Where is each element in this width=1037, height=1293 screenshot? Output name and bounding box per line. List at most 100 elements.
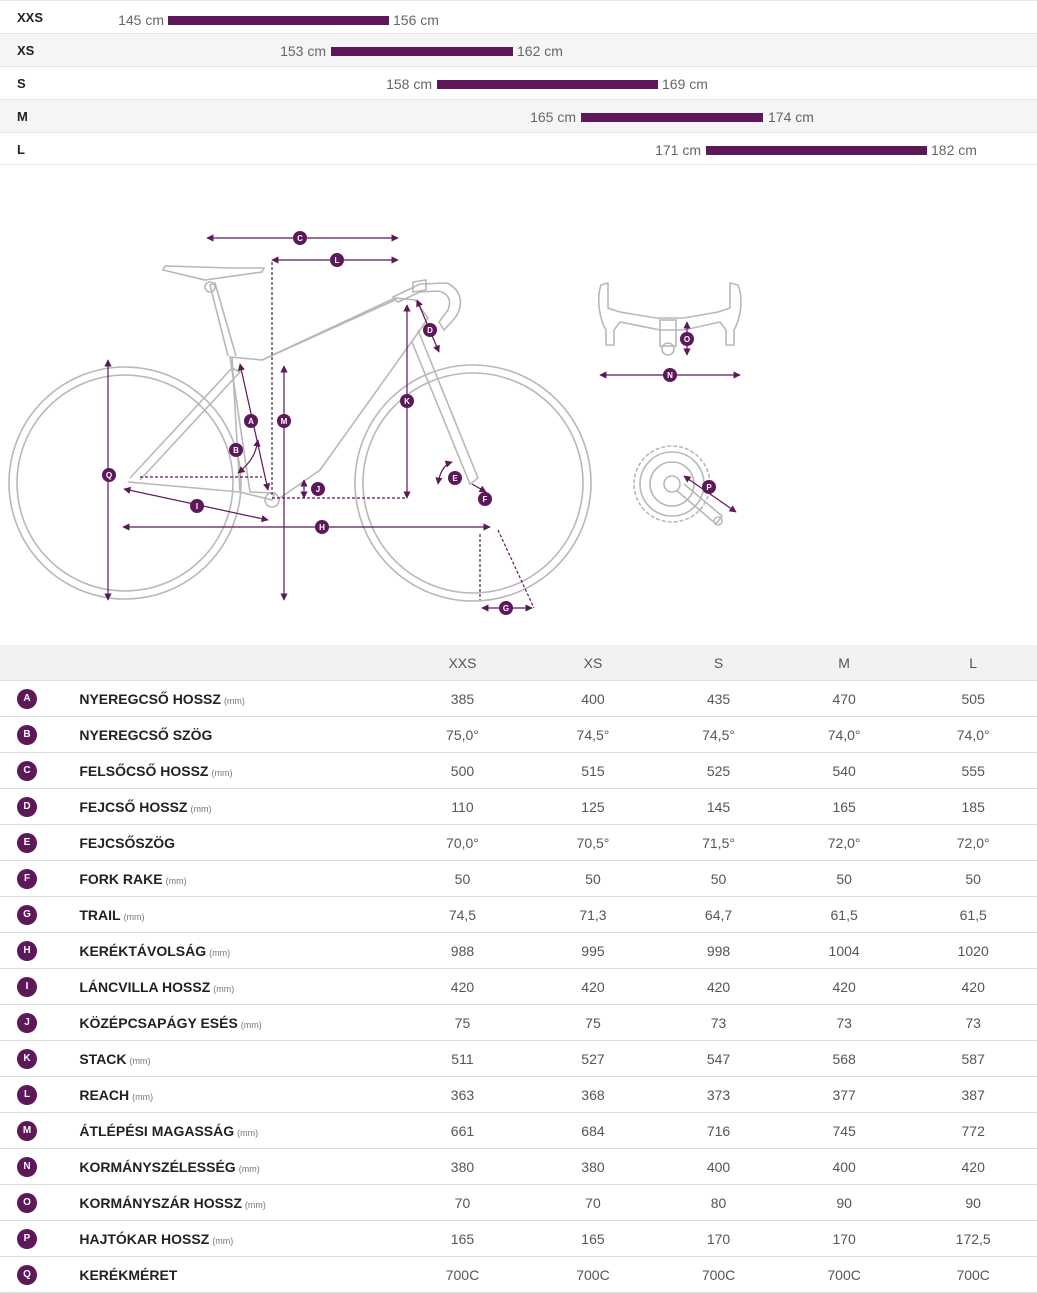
table-cell: 185 (909, 788, 1037, 825)
table-cell: 505 (909, 680, 1037, 717)
row-marker-badge: K (17, 1049, 37, 1069)
table-cell: 70,0° (397, 824, 528, 861)
table-cell: 145 (658, 788, 779, 825)
table-cell: 716 (658, 1112, 779, 1149)
row-label: FELSŐCSŐ HOSSZ (79, 762, 209, 779)
size-label: L (17, 142, 25, 157)
range-bar (706, 146, 927, 155)
marker-e: E (448, 471, 462, 485)
table-cell: 75,0° (397, 716, 528, 753)
table-cell: 50 (778, 860, 910, 897)
table-cell: 90 (909, 1184, 1037, 1221)
svg-text:E: E (452, 474, 458, 483)
row-marker-badge: D (17, 797, 37, 817)
row-marker-badge: O (17, 1193, 37, 1213)
table-cell: 420 (909, 1148, 1037, 1185)
table-cell: 998 (658, 932, 779, 969)
table-cell: 385 (397, 680, 528, 717)
marker-m: M (277, 414, 291, 428)
marker-d: D (423, 323, 437, 337)
range-min: 158 cm (386, 76, 432, 92)
svg-text:N: N (667, 371, 673, 380)
size-range-chart: XXS 145 cm 156 cm XS 153 cm 162 cm S 158… (0, 0, 1037, 165)
table-row: A NYEREGCSŐ HOSSZ (mm) 385 400 435 470 505 (0, 680, 1037, 717)
table-cell: 400 (778, 1148, 910, 1185)
table-cell: 420 (397, 968, 528, 1005)
range-bar (581, 113, 763, 122)
table-cell: 73 (778, 1004, 910, 1041)
row-marker-badge: J (17, 1013, 37, 1033)
svg-text:M: M (281, 417, 288, 426)
table-row: L REACH (mm) 363 368 373 377 387 (0, 1076, 1037, 1113)
svg-text:F: F (483, 495, 488, 504)
table-cell: 74,0° (778, 716, 910, 753)
row-label: LÁNCVILLA HOSSZ (79, 978, 211, 995)
table-row: J KÖZÉPCSAPÁGY ESÉS (mm) 75 75 73 73 73 (0, 1004, 1037, 1041)
table-cell: 72,0° (909, 824, 1037, 861)
range-min: 165 cm (530, 109, 576, 125)
row-marker-badge: F (17, 869, 37, 889)
table-cell: 373 (658, 1076, 779, 1113)
table-cell: 75 (527, 1004, 659, 1041)
range-max: 182 cm (931, 142, 977, 158)
table-cell: 700C (778, 1256, 910, 1293)
range-min: 153 cm (280, 43, 326, 59)
size-range-row: S 158 cm 169 cm (0, 66, 1037, 99)
table-cell: 90 (778, 1184, 910, 1221)
row-unit: (mm) (165, 875, 187, 886)
range-bar (437, 80, 658, 89)
svg-text:Q: Q (106, 471, 112, 480)
marker-c: C (293, 231, 307, 245)
svg-text:H: H (319, 523, 325, 532)
table-cell: 74,5 (397, 896, 528, 933)
table-row: O KORMÁNYSZÁR HOSSZ (mm) 70 70 80 90 90 (0, 1184, 1037, 1221)
table-cell: 387 (909, 1076, 1037, 1113)
svg-text:L: L (335, 256, 340, 265)
range-max: 156 cm (393, 12, 439, 28)
column-header: S (658, 645, 779, 681)
row-label: FORK RAKE (79, 870, 163, 887)
row-label: NYEREGCSŐ HOSSZ (79, 690, 221, 707)
table-row: H KERÉKTÁVOLSÁG (mm) 988 995 998 1004 1020 (0, 932, 1037, 969)
svg-text:B: B (233, 446, 239, 455)
table-cell: 700C (909, 1256, 1037, 1293)
table-cell: 71,3 (527, 896, 659, 933)
table-cell: 988 (397, 932, 528, 969)
table-cell: 80 (658, 1184, 779, 1221)
table-row: G TRAIL (mm) 74,5 71,3 64,7 61,5 61,5 (0, 896, 1037, 933)
row-unit: (mm) (244, 1199, 266, 1210)
table-cell: 700C (527, 1256, 659, 1293)
row-label: KERÉKTÁVOLSÁG (79, 942, 207, 959)
row-marker-badge: H (17, 941, 37, 961)
row-label: KORMÁNYSZÁR HOSSZ (79, 1194, 242, 1211)
table-cell: 165 (778, 788, 910, 825)
measurement-lines (104, 234, 741, 612)
table-row: I LÁNCVILLA HOSSZ (mm) 420 420 420 420 420 (0, 968, 1037, 1005)
svg-text:I: I (196, 502, 198, 511)
bike-geometry-diagram: C L D K M A B Q J I H E F G O N P (8, 231, 742, 615)
row-unit: (mm) (190, 803, 212, 814)
geometry-table: XXS XS S M L A NYEREGCSŐ HOSSZ (mm) 385 400 4… (0, 645, 1037, 1293)
table-cell: 420 (909, 968, 1037, 1005)
range-max: 174 cm (768, 109, 814, 125)
row-marker-badge: P (17, 1229, 37, 1249)
marker-h: H (315, 520, 329, 534)
table-cell: 74,5° (658, 716, 779, 753)
size-label: M (17, 109, 28, 124)
table-cell: 73 (909, 1004, 1037, 1041)
svg-text:D: D (427, 326, 433, 335)
size-range-row: XXS 145 cm 156 cm (0, 0, 1037, 33)
table-cell: 400 (658, 1148, 779, 1185)
table-cell: 50 (909, 860, 1037, 897)
row-marker-badge: B (17, 725, 37, 745)
size-range-row: XS 153 cm 162 cm (0, 33, 1037, 66)
table-cell: 72,0° (778, 824, 910, 861)
row-label: FEJCSŐSZÖG (79, 834, 176, 851)
table-cell: 555 (909, 752, 1037, 789)
row-unit: (mm) (213, 983, 235, 994)
column-header: XXS (397, 645, 528, 681)
row-unit: (mm) (240, 1019, 262, 1030)
bike-outline (8, 265, 592, 602)
row-marker-badge: E (17, 833, 37, 853)
table-cell: 363 (397, 1076, 528, 1113)
